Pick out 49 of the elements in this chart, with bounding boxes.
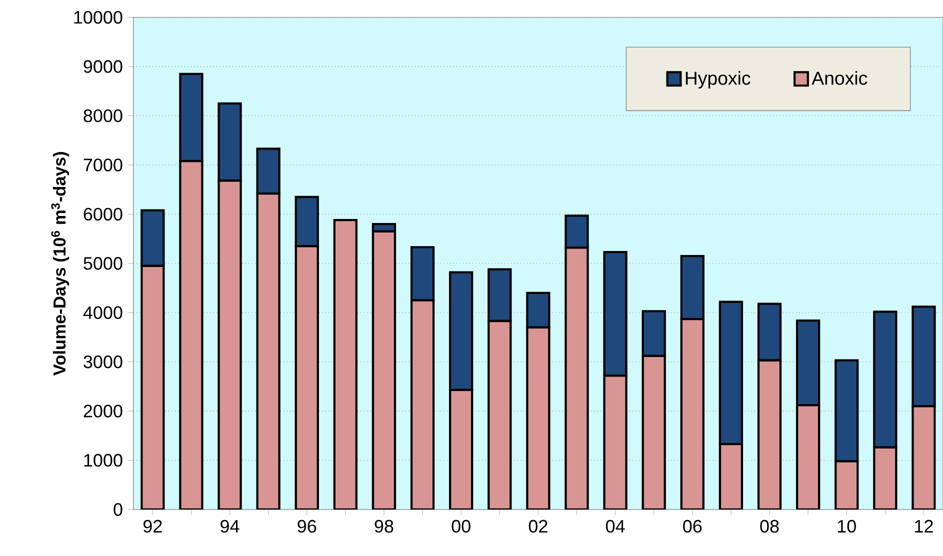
bar xyxy=(757,302,782,362)
x-tick-label: 06 xyxy=(683,520,702,533)
y-tick-label: 3000 xyxy=(84,355,122,368)
y-tick-label: 1000 xyxy=(84,454,122,467)
y-tick-label: 7000 xyxy=(84,158,122,172)
bar xyxy=(718,300,744,446)
bar xyxy=(334,220,356,510)
bar xyxy=(372,231,395,510)
bar xyxy=(680,254,704,320)
y-tick-label: 8000 xyxy=(84,109,122,122)
bar xyxy=(294,196,319,248)
y-tick-label: 5000 xyxy=(84,256,122,270)
y-tick-label: 0 xyxy=(114,503,122,516)
bar xyxy=(642,310,666,357)
bar xyxy=(758,360,781,510)
x-tick-label: 02 xyxy=(528,520,548,533)
bar xyxy=(142,266,164,510)
legend-label: Hypoxic xyxy=(686,71,750,88)
bar xyxy=(564,214,589,249)
x-tick-label: 10 xyxy=(838,520,856,533)
bar xyxy=(296,246,318,510)
x-tick-label: 92 xyxy=(143,520,162,533)
y-tick-label: 4000 xyxy=(83,306,122,319)
x-tick-label: 00 xyxy=(452,520,470,533)
legend-label: Anoxic xyxy=(812,71,868,85)
bar xyxy=(681,318,704,510)
bar xyxy=(488,320,511,510)
bar xyxy=(603,250,628,377)
bar xyxy=(526,292,550,328)
bar xyxy=(257,193,280,510)
x-tick-label: 12 xyxy=(915,520,933,532)
bar xyxy=(873,310,898,448)
bar xyxy=(412,300,434,510)
bar xyxy=(449,271,474,391)
x-tick-label: 04 xyxy=(606,520,625,533)
bar xyxy=(796,319,820,406)
y-tick-label: 6000 xyxy=(84,208,122,220)
x-tick-label: 94 xyxy=(220,520,240,533)
bar xyxy=(642,356,665,510)
x-tick-label: 98 xyxy=(374,520,394,533)
bar xyxy=(488,268,512,322)
bar xyxy=(410,246,435,302)
x-tick-label: 08 xyxy=(760,520,779,533)
y-tick-label: 2000 xyxy=(84,404,122,418)
bar xyxy=(834,359,859,462)
x-tick-label: 96 xyxy=(298,520,316,533)
y-tick-label: 10000 xyxy=(74,10,122,24)
y-tick-label: 9000 xyxy=(84,60,122,73)
y-axis-title: Volume-Days (10$^{6}$ m$^{3}$-days) xyxy=(51,152,70,376)
